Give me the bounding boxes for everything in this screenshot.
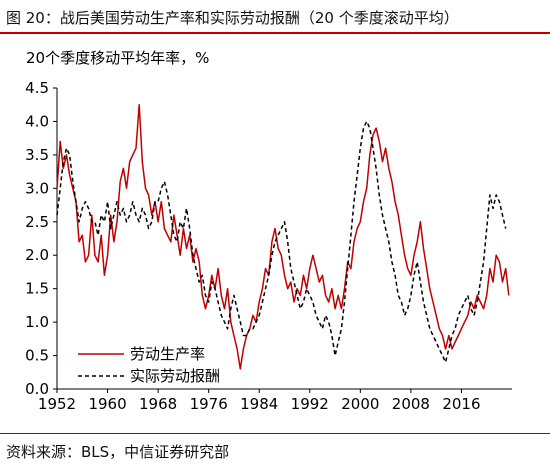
legend: 劳动生产率 实际劳动报酬 [78, 345, 220, 385]
series-line-productivity [56, 103, 510, 370]
x-tick-label-1: 1960 [88, 395, 126, 413]
y-axis-label: 20个季度移动平均年率，% [26, 49, 209, 67]
title-rule [0, 32, 550, 34]
y-tick-label-1: 0.5 [25, 347, 49, 365]
x-tick-label-2: 1968 [139, 395, 177, 413]
legend-label-productivity: 劳动生产率 [130, 345, 205, 363]
y-tick-label-9: 4.5 [25, 79, 49, 97]
x-tick-label-6: 2000 [341, 395, 379, 413]
source-note: 资料来源：BLS，中信证券研究部 [6, 443, 230, 461]
y-tick-label-4: 2.0 [25, 246, 49, 264]
source-rule [0, 433, 550, 434]
y-tick-label-2: 1.0 [25, 313, 49, 331]
y-tick-label-7: 3.5 [25, 146, 49, 164]
y-tick-label-8: 4.0 [25, 112, 49, 130]
y-tick-label-3: 1.5 [25, 280, 49, 298]
y-tick-label-0: 0.0 [25, 380, 49, 398]
axes: 0.0 0.5 1.0 1.5 2.0 2.5 3.0 3.5 4.0 4.5 1952 1960 19… [25, 79, 512, 413]
x-tick-label-8: 2016 [442, 395, 480, 413]
x-tick-label-5: 1992 [291, 395, 329, 413]
series-line-compensation [56, 120, 507, 363]
legend-label-compensation: 实际劳动报酬 [130, 367, 220, 385]
x-tick-label-7: 2008 [392, 395, 430, 413]
y-tick-label-5: 2.5 [25, 213, 49, 231]
figure-title: 图 20：战后美国劳动生产率和实际劳动报酬（20 个季度滚动平均） [6, 9, 459, 27]
plot-lines [56, 103, 510, 370]
x-tick-label-0: 1952 [38, 395, 76, 413]
x-tick-label-4: 1984 [240, 395, 278, 413]
y-tick-label-6: 3.0 [25, 179, 49, 197]
x-tick-label-3: 1976 [190, 395, 228, 413]
